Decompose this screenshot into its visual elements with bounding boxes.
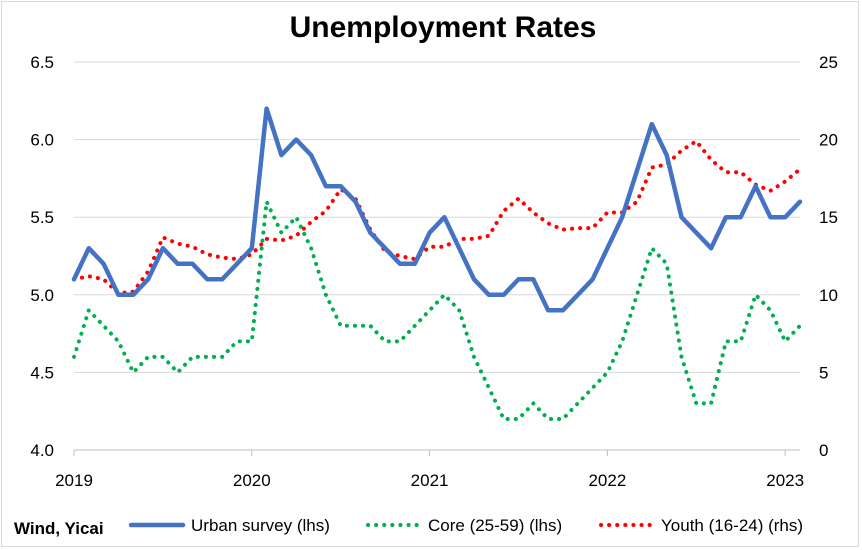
- y-right-tick-label: 0: [819, 441, 828, 460]
- chart-title: Unemployment Rates: [290, 11, 597, 44]
- series-lines: [71, 106, 803, 421]
- y-right-tick-label: 15: [819, 208, 838, 227]
- y-right-tick-label: 5: [819, 363, 828, 382]
- legend-label: Core (25-59) (lhs): [428, 516, 562, 535]
- axes: 4.0 4.5 5.0 5.5 6.0 6.5 0 5 10 15 20 25 2019 2020 2021…: [30, 53, 838, 490]
- y-right-tick-label: 10: [819, 286, 838, 305]
- y-right-tick-label: 20: [819, 131, 838, 150]
- x-tick-label: 2020: [233, 471, 271, 490]
- y-left-tick-label: 4.0: [30, 441, 54, 460]
- y-left-tick-label: 6.0: [30, 131, 54, 150]
- y-left-tick-label: 5.5: [30, 208, 54, 227]
- gridlines: [74, 61, 800, 373]
- series-line-urban: [71, 106, 803, 313]
- y-left-tick-label: 4.5: [30, 363, 54, 382]
- x-tick-label: 2021: [411, 471, 449, 490]
- x-tick-label: 2023: [766, 471, 804, 490]
- x-tick-label: 2022: [588, 471, 626, 490]
- legend-label: Youth (16-24) (rhs): [661, 516, 803, 535]
- series-line-core: [72, 199, 802, 421]
- legend-label: Urban survey (lhs): [191, 516, 330, 535]
- legend: Urban survey (lhs) Core (25-59) (lhs) Yout…: [128, 516, 803, 535]
- y-right-tick-label: 25: [819, 53, 838, 72]
- source-note: Wind, Yicai: [14, 519, 104, 538]
- y-left-tick-label: 6.5: [30, 53, 54, 72]
- x-tick-label: 2019: [55, 471, 93, 490]
- y-left-tick-label: 5.0: [30, 286, 54, 305]
- series-line-youth: [72, 139, 802, 296]
